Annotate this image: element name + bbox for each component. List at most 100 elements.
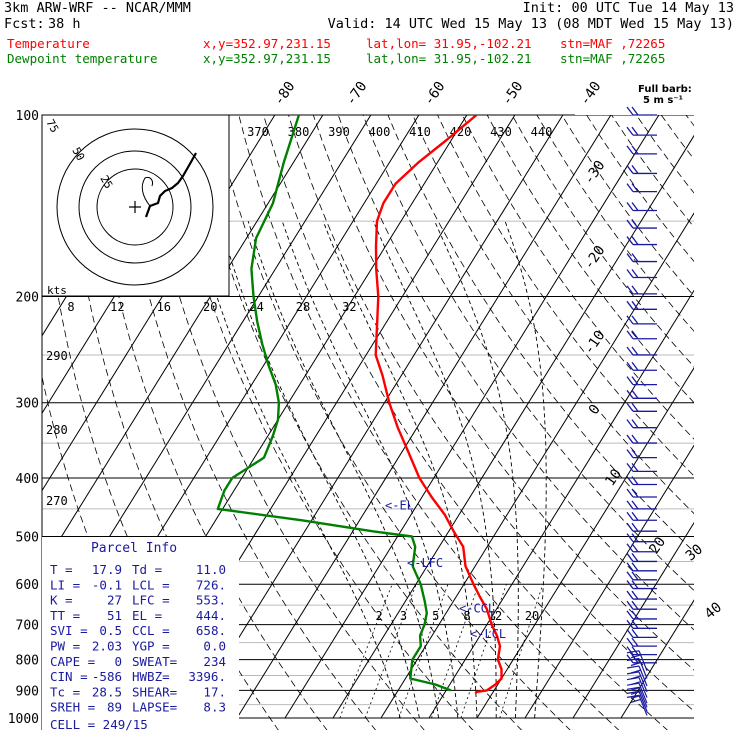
- dry-adiabat-line: [238, 115, 620, 730]
- dry-adiabat-line: [412, 115, 694, 515]
- dry-adiabat-line: [337, 115, 694, 631]
- dry-adiabat-line: [511, 115, 694, 368]
- barb-legend-line2: 5 m s⁻¹: [643, 95, 683, 106]
- parcel-param-value: 726.: [196, 577, 226, 592]
- wind-barb: [626, 590, 657, 600]
- theta-label: 270: [46, 494, 68, 508]
- wind-barb: [626, 145, 657, 155]
- hodograph-units: kts: [47, 284, 67, 297]
- dry-adiabat-line: [437, 115, 694, 477]
- wind-barb: [626, 106, 657, 116]
- theta-label: 280: [46, 423, 68, 437]
- wind-barb-shaft: [626, 637, 657, 647]
- dry-adiabat-line: [188, 115, 522, 730]
- barb-legend-line1: Full barb:: [638, 84, 692, 95]
- dry-adiabat-line: [536, 115, 694, 332]
- moist-adiabat-line: [194, 221, 401, 719]
- theta-e-label: 370: [247, 125, 269, 139]
- parcel-param-value: 51: [107, 608, 122, 623]
- wind-barb-shaft: [626, 690, 648, 712]
- theta-label: 290: [46, 349, 68, 363]
- isotherm-line: [332, 134, 694, 719]
- parcel-param-value: 553.: [196, 593, 226, 608]
- wind-barb: [626, 571, 657, 581]
- mixing-ratio-line: [460, 584, 507, 719]
- isotherm-line: [476, 367, 694, 719]
- dry-adiabat-line: [139, 115, 425, 730]
- isotherm-line: [428, 289, 694, 719]
- hodograph-speed-label: 8: [67, 300, 74, 314]
- dry-adiabat-line: [660, 115, 694, 160]
- temperature-station: stn=MAF ,72265: [560, 36, 666, 51]
- wind-barb: [626, 269, 657, 279]
- isotherm-label: 20: [646, 534, 669, 557]
- hodograph-speed-label: 16: [157, 300, 171, 314]
- dry-adiabat-line: [312, 115, 694, 671]
- wind-barb-shaft: [626, 543, 657, 553]
- wind-barb: [626, 522, 657, 532]
- wind-barb-shaft: [626, 183, 657, 193]
- hodograph-speed-label: 20: [203, 300, 217, 314]
- hodograph-speed-label: 12: [110, 300, 124, 314]
- pressure-label: 100: [16, 109, 39, 124]
- dewpoint-xy: x,y=352.97,231.15: [203, 51, 331, 66]
- dewpoint-latlon: lat,lon= 31.95,-102.21: [366, 51, 532, 66]
- wind-barb-shaft: [626, 628, 657, 639]
- parcel-param-label: CIN =: [50, 669, 88, 684]
- temperature-legend: Temperature: [7, 36, 90, 51]
- level-annotation: <-LFC: [407, 556, 443, 570]
- fcst-label: Fcst:: [4, 16, 45, 32]
- wind-barb-shaft: [626, 511, 657, 521]
- moist-adiabat-line: [434, 221, 519, 719]
- hodograph-ring: [56, 128, 214, 286]
- wind-barb: [626, 202, 657, 212]
- wind-barb-shaft: [626, 300, 657, 310]
- theta-e-label: 410: [409, 125, 431, 139]
- wind-barb-shaft: [626, 376, 657, 386]
- parcel-param-value: 27: [107, 593, 122, 608]
- wind-barb: [626, 463, 657, 473]
- pressure-label: 500: [16, 530, 39, 545]
- isotherm-line: [524, 444, 694, 719]
- wind-barb: [626, 543, 657, 553]
- isotherm-label: -70: [343, 79, 371, 109]
- wind-barb: [626, 434, 657, 444]
- wind-barb: [626, 315, 657, 325]
- wind-barb: [626, 665, 648, 687]
- wind-barb: [626, 476, 657, 486]
- wind-barb: [626, 183, 657, 193]
- parcel-param-value: 2.03: [92, 639, 122, 654]
- wind-barb: [626, 500, 657, 510]
- mixing-ratio-line: [364, 584, 417, 719]
- dry-adiabat-line: [387, 115, 694, 553]
- hodograph-ring: [78, 150, 192, 264]
- wind-barb-shaft: [626, 165, 657, 175]
- parcel-param-value: 658.: [196, 623, 226, 638]
- wind-barb: [626, 553, 657, 563]
- mixing-ratio-label: 5: [432, 609, 439, 623]
- wind-barb-shaft: [626, 269, 657, 279]
- wind-barb-shaft: [626, 686, 648, 708]
- pressure-label: 800: [16, 654, 39, 669]
- wind-barb-shaft: [626, 219, 657, 229]
- wind-barb-shaft: [626, 330, 657, 340]
- wind-barb-shaft: [626, 285, 657, 295]
- wind-barb: [626, 488, 657, 498]
- parcel-param-label: LI =: [50, 577, 80, 592]
- dry-adiabat-line: [635, 115, 694, 194]
- wind-barb: [626, 694, 648, 716]
- wind-barb-shaft: [626, 449, 657, 459]
- dry-adiabat-line: [685, 115, 694, 127]
- parcel-param-label: Tc =: [50, 684, 80, 699]
- wind-barb-shaft: [626, 533, 657, 543]
- isotherm-label: 40: [702, 599, 725, 622]
- wind-barb: [626, 600, 657, 610]
- wind-barb: [626, 346, 657, 356]
- parcel-param-label: LCL =: [132, 577, 170, 592]
- wind-barb: [626, 285, 657, 295]
- parcel-param-value: 3396.: [188, 669, 226, 684]
- wind-barb: [626, 628, 657, 639]
- hodograph-speed-label: 24: [249, 300, 263, 314]
- isotherm-label: -50: [499, 79, 527, 109]
- wind-barb: [626, 402, 657, 412]
